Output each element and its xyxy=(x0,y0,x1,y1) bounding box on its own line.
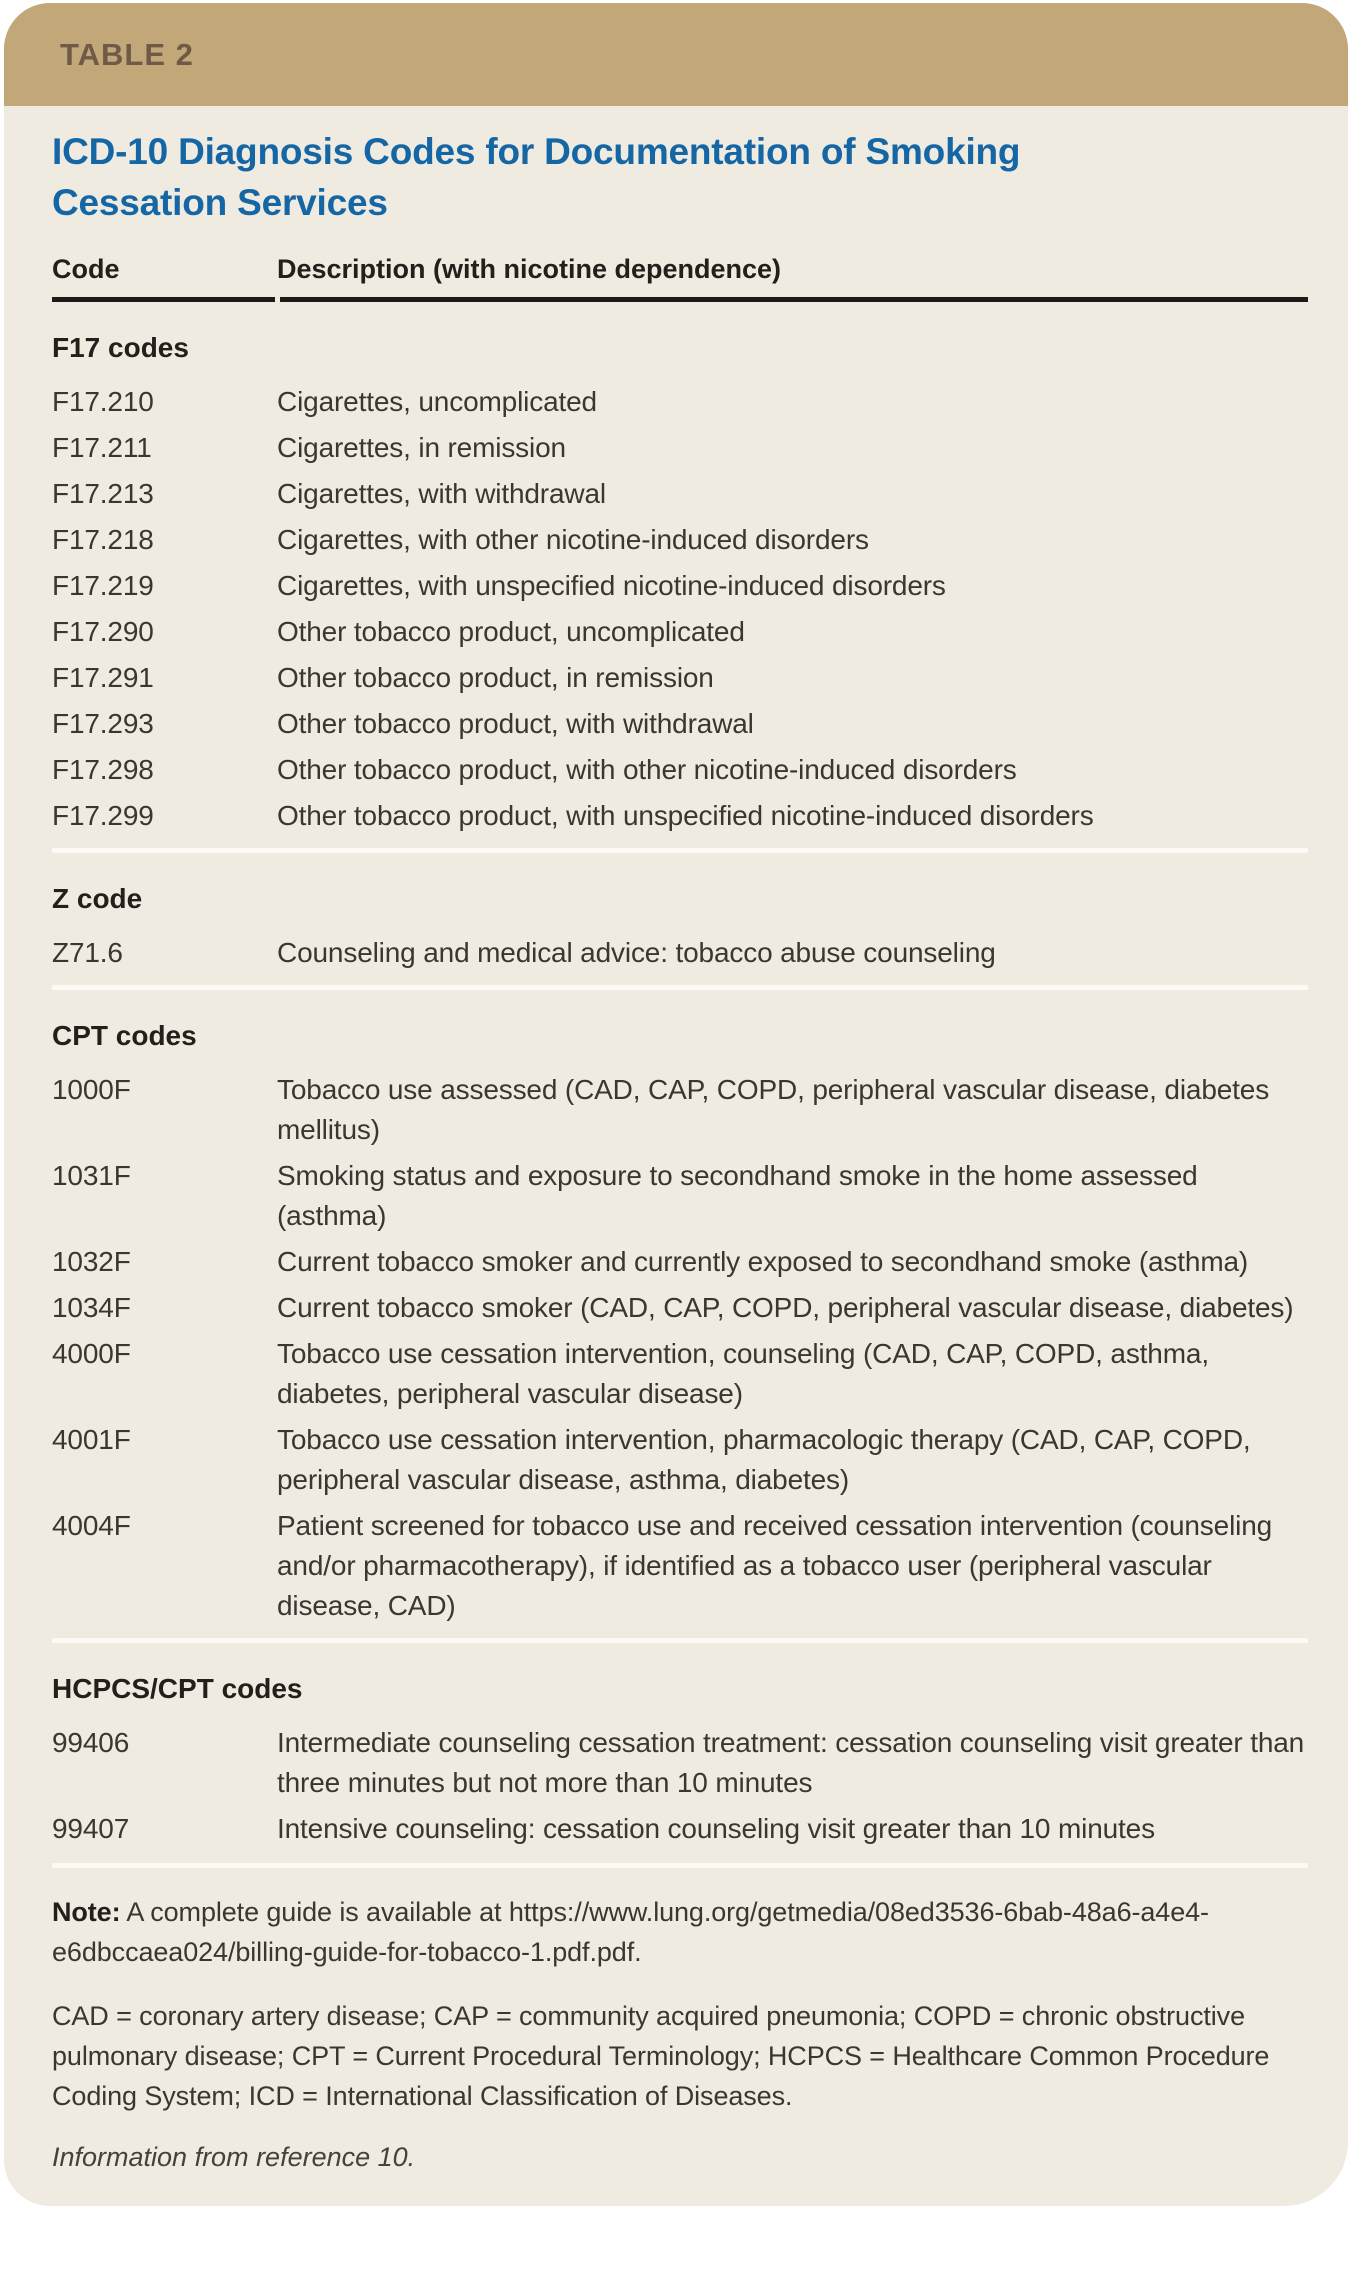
section-header: F17 codes xyxy=(52,332,189,363)
column-headers: Code Description (with nicotine dependen… xyxy=(52,254,1308,285)
footnote-divider xyxy=(52,1863,1308,1868)
table-row: 99407 Intensive counseling: cessation co… xyxy=(52,1809,1308,1849)
row-description: Other tobacco product, with withdrawal xyxy=(277,708,754,739)
table-row: F17.219 Cigarettes, with unspecified nic… xyxy=(52,566,1308,606)
row-description: Cigarettes, with withdrawal xyxy=(277,478,606,509)
column-header-description: Description (with nicotine dependence) xyxy=(277,254,782,284)
section-divider xyxy=(52,985,1308,990)
section-rows: 99406 Intermediate counseling cessation … xyxy=(52,1723,1308,1849)
note-text: A complete guide is available at https:/… xyxy=(52,1897,1209,1967)
row-description: Intensive counseling: cessation counseli… xyxy=(277,1813,1155,1844)
row-description: Counseling and medical advice: tobacco a… xyxy=(277,937,996,968)
row-code: Z71.6 xyxy=(52,937,123,968)
table-section: CPT codes 1000F Tobacco use assessed (CA… xyxy=(52,985,1308,1626)
row-description: Other tobacco product, uncomplicated xyxy=(277,616,745,647)
table-row: F17.213 Cigarettes, with withdrawal xyxy=(52,474,1308,514)
row-description: Patient screened for tobacco use and rec… xyxy=(277,1510,1273,1621)
row-description: Cigarettes, with other nicotine-induced … xyxy=(277,524,869,555)
header-rule-description-segment xyxy=(280,297,1308,302)
section-divider xyxy=(52,1638,1308,1643)
table-row: Z71.6 Counseling and medical advice: tob… xyxy=(52,933,1308,973)
table-row: F17.298 Other tobacco product, with othe… xyxy=(52,750,1308,790)
table-title: ICD-10 Diagnosis Codes for Documentation… xyxy=(52,131,1021,223)
table-row: 4000F Tobacco use cessation intervention… xyxy=(52,1334,1308,1414)
row-description: Current tobacco smoker and currently exp… xyxy=(277,1246,1249,1277)
row-code: 99407 xyxy=(52,1813,130,1844)
row-code: 1032F xyxy=(52,1246,131,1277)
row-description: Other tobacco product, with unspecified … xyxy=(277,800,1094,831)
section-header: Z code xyxy=(52,883,143,914)
table-section: HCPCS/CPT codes 99406 Intermediate couns… xyxy=(52,1638,1308,1849)
row-code: F17.211 xyxy=(52,432,152,463)
row-code: F17.218 xyxy=(52,524,154,555)
table-row: F17.293 Other tobacco product, with with… xyxy=(52,704,1308,744)
row-description: Cigarettes, uncomplicated xyxy=(277,386,597,417)
header-rule xyxy=(52,297,1308,302)
table-row: F17.210 Cigarettes, uncomplicated xyxy=(52,382,1308,422)
row-code: F17.219 xyxy=(52,570,154,601)
table-row: 1031F Smoking status and exposure to sec… xyxy=(52,1156,1308,1236)
page: TABLE 2 ICD-10 Diagnosis Codes for Docum… xyxy=(4,3,1348,2206)
row-description: Intermediate counseling cessation treatm… xyxy=(277,1727,1305,1798)
table-sections: F17 codes F17.210 Cigarettes, uncomplica… xyxy=(52,328,1308,1849)
section-divider xyxy=(52,848,1308,853)
section-header: HCPCS/CPT codes xyxy=(52,1673,303,1704)
row-code: F17.293 xyxy=(52,708,154,739)
section-header: CPT codes xyxy=(52,1020,197,1051)
table-row: 1032F Current tobacco smoker and current… xyxy=(52,1242,1308,1282)
header-rule-code-segment xyxy=(52,297,275,302)
row-description: Cigarettes, in remission xyxy=(277,432,566,463)
row-code: F17.290 xyxy=(52,616,154,647)
row-description: Other tobacco product, in remission xyxy=(277,662,714,693)
table-row: 4004F Patient screened for tobacco use a… xyxy=(52,1506,1308,1626)
row-code: F17.210 xyxy=(52,386,154,417)
note-label: Note: xyxy=(52,1897,121,1927)
abbreviations: CAD = coronary artery disease; CAP = com… xyxy=(52,2001,1270,2111)
row-description: Tobacco use cessation intervention, phar… xyxy=(277,1424,1251,1495)
row-description: Tobacco use assessed (CAD, CAP, COPD, pe… xyxy=(277,1074,1270,1145)
row-description: Other tobacco product, with other nicoti… xyxy=(277,754,1017,785)
table-row: 1000F Tobacco use assessed (CAD, CAP, CO… xyxy=(52,1070,1308,1150)
table-row: 99406 Intermediate counseling cessation … xyxy=(52,1723,1308,1803)
table-row: 1034F Current tobacco smoker (CAD, CAP, … xyxy=(52,1288,1308,1328)
table-row: F17.291 Other tobacco product, in remiss… xyxy=(52,658,1308,698)
row-description: Cigarettes, with unspecified nicotine-in… xyxy=(277,570,946,601)
row-description: Smoking status and exposure to secondhan… xyxy=(277,1160,1198,1231)
row-code: 4004F xyxy=(52,1510,131,1541)
row-code: 4000F xyxy=(52,1338,131,1369)
table-row: F17.290 Other tobacco product, uncomplic… xyxy=(52,612,1308,652)
section-rows: F17.210 Cigarettes, uncomplicated F17.21… xyxy=(52,382,1308,836)
table-row: F17.211 Cigarettes, in remission xyxy=(52,428,1308,468)
row-code: F17.299 xyxy=(52,800,154,831)
table-row: F17.299 Other tobacco product, with unsp… xyxy=(52,796,1308,836)
row-code: 4001F xyxy=(52,1424,131,1455)
row-code: 1000F xyxy=(52,1074,131,1105)
column-header-code: Code xyxy=(52,254,120,284)
row-code: F17.291 xyxy=(52,662,154,693)
row-code: F17.213 xyxy=(52,478,154,509)
row-code: 99406 xyxy=(52,1727,130,1758)
source-line: Information from reference 10. xyxy=(52,2142,416,2172)
table-header-bar: TABLE 2 xyxy=(4,3,1348,106)
table-body: ICD-10 Diagnosis Codes for Documentation… xyxy=(4,106,1348,2206)
table-card: TABLE 2 ICD-10 Diagnosis Codes for Docum… xyxy=(4,3,1348,2206)
row-description: Current tobacco smoker (CAD, CAP, COPD, … xyxy=(277,1292,1294,1323)
row-code: 1034F xyxy=(52,1292,131,1323)
table-label: TABLE 2 xyxy=(60,36,194,72)
note: Note: A complete guide is available at h… xyxy=(52,1892,1308,1972)
table-section: Z code Z71.6 Counseling and medical advi… xyxy=(52,848,1308,973)
section-rows: Z71.6 Counseling and medical advice: tob… xyxy=(52,933,1308,973)
table-section: F17 codes F17.210 Cigarettes, uncomplica… xyxy=(52,328,1308,836)
table-row: F17.218 Cigarettes, with other nicotine-… xyxy=(52,520,1308,560)
row-code: F17.298 xyxy=(52,754,154,785)
row-description: Tobacco use cessation intervention, coun… xyxy=(277,1338,1209,1409)
row-code: 1031F xyxy=(52,1160,131,1191)
section-rows: 1000F Tobacco use assessed (CAD, CAP, CO… xyxy=(52,1070,1308,1626)
table-row: 4001F Tobacco use cessation intervention… xyxy=(52,1420,1308,1500)
